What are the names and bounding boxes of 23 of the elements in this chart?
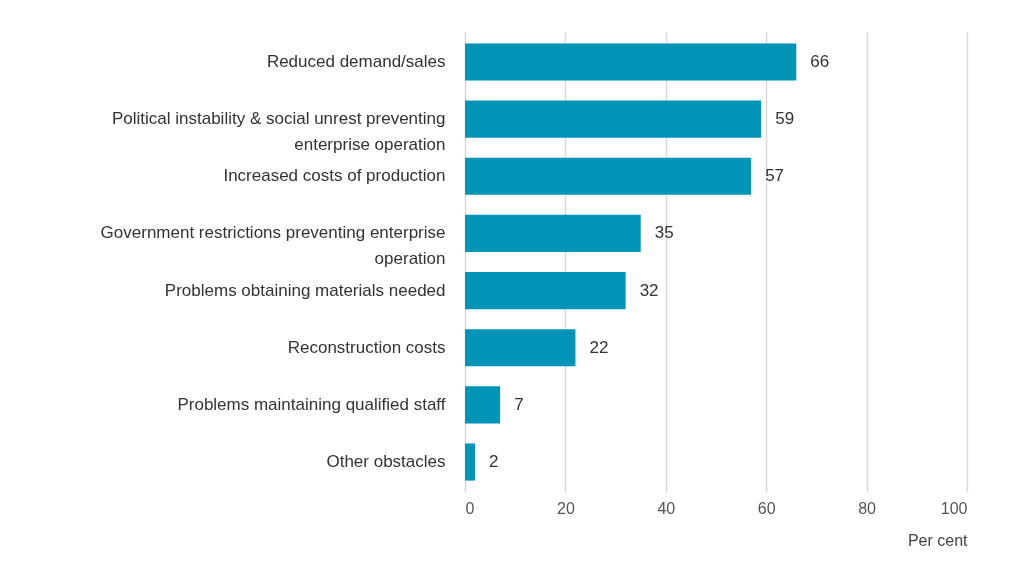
y-tick-label: Increased costs of production: [223, 166, 446, 186]
data-label: 59: [775, 109, 795, 129]
y-tick-label: Problems maintaining qualified staff: [177, 394, 446, 414]
x-tick-label: 100: [940, 499, 968, 517]
y-tick-label: Political instability & social unrest preventing enterprise operation: [111, 109, 446, 155]
x-axis-title: Per cent: [907, 531, 969, 549]
data-label: 32: [639, 280, 659, 300]
data-label: 35: [654, 223, 674, 243]
data-label: 66: [810, 52, 830, 71]
x-tick-label: 80: [858, 499, 877, 517]
y-tick-label: Other obstacles: [326, 452, 446, 471]
data-label: 2: [489, 452, 499, 471]
data-label: 22: [589, 337, 609, 357]
x-tick-label: 60: [757, 499, 776, 517]
x-tick-label: 20: [557, 499, 575, 517]
y-tick-label: Reduced demand/sales: [266, 52, 446, 71]
y-tick-label: Problems obtaining materials needed: [164, 280, 446, 300]
y-tick-label: Government restrictions preventing enterprise operation: [100, 223, 446, 269]
y-tick-label: Reconstruction costs: [287, 337, 446, 357]
x-tick-label: 40: [657, 499, 676, 517]
data-label: 57: [765, 166, 785, 186]
x-tick-label: 0: [465, 499, 475, 517]
data-label: 7: [514, 394, 524, 414]
